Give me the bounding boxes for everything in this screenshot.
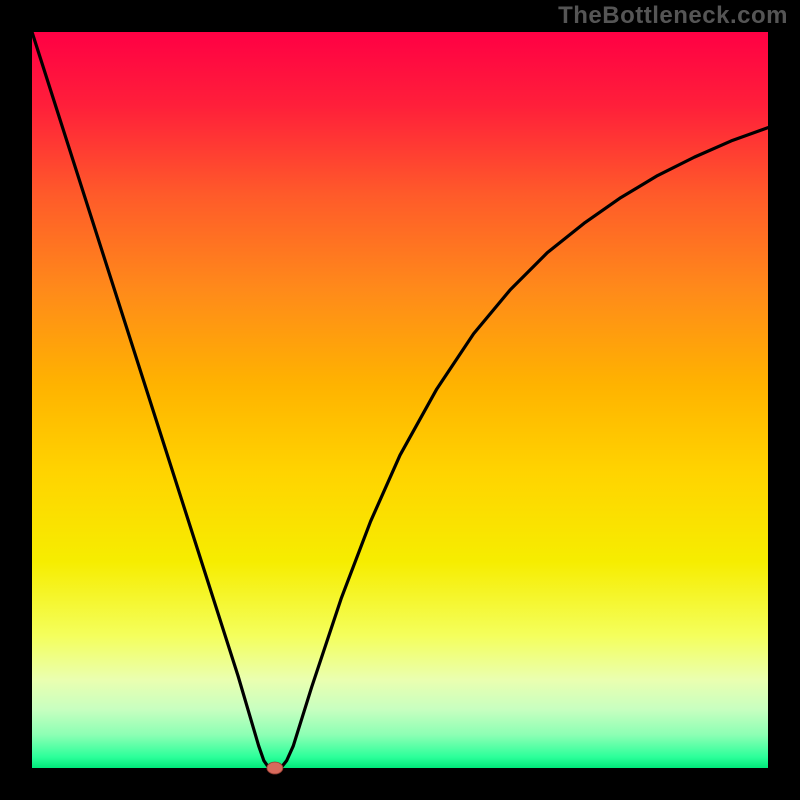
chart-container: { "watermark": { "text": "TheBottleneck.… xyxy=(0,0,800,800)
chart-svg xyxy=(0,0,800,800)
watermark-text: TheBottleneck.com xyxy=(558,2,788,30)
plot-background-gradient xyxy=(32,32,768,768)
minimum-marker xyxy=(267,762,283,774)
